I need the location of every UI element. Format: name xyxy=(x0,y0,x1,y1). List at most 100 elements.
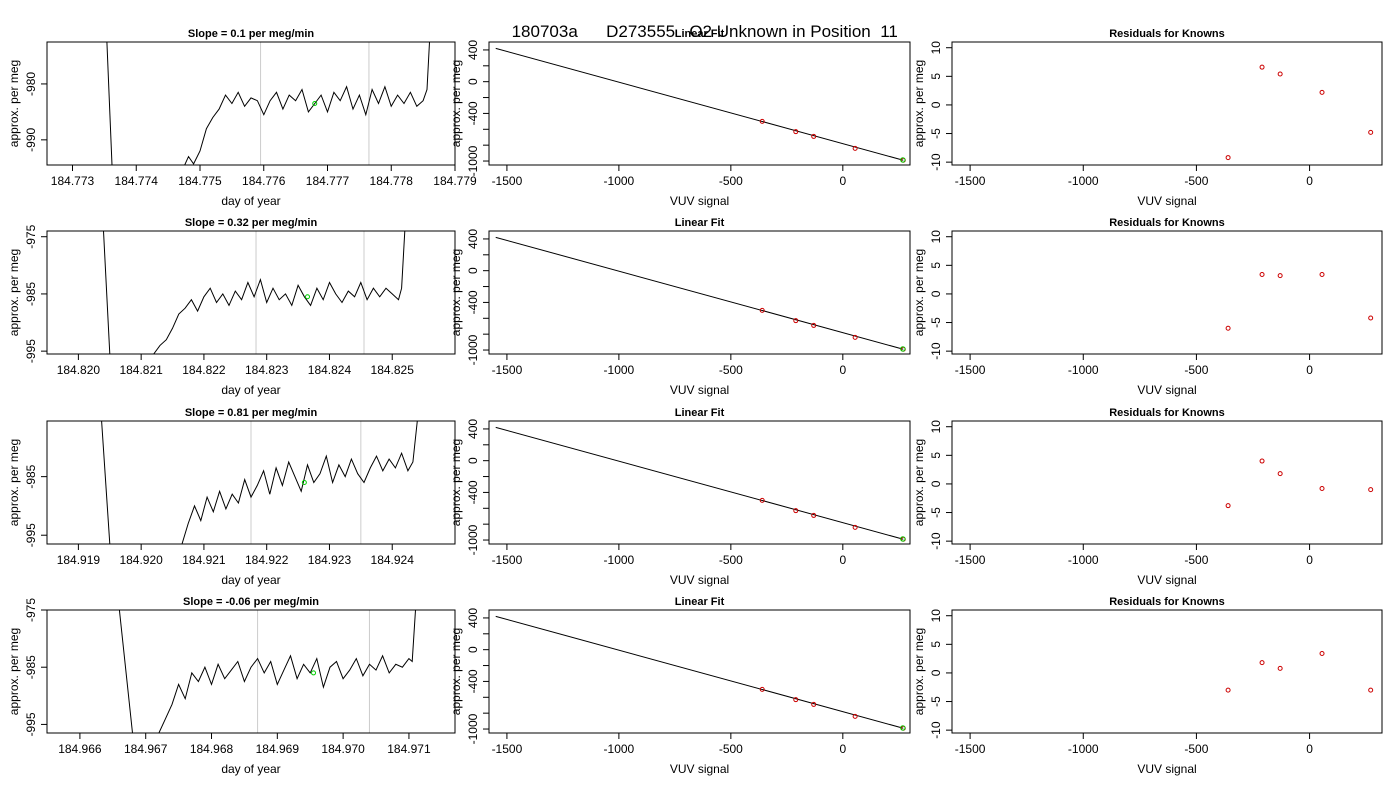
timeseries-r2-xlabel: day of year xyxy=(221,383,280,397)
residuals-r1-frame xyxy=(951,41,1383,166)
timeseries-r4-title: Slope = -0.06 per meg/min xyxy=(183,596,319,608)
residuals-r1-ytick-label: 0 xyxy=(929,101,943,108)
residuals-r4-ytick-label: 10 xyxy=(929,609,943,623)
residuals-r2-residual-point xyxy=(1368,315,1374,321)
residuals-r4-xtick-label: -500 xyxy=(1184,742,1208,756)
residuals-r1-residual-point xyxy=(1225,155,1231,161)
linearfit-r3-frame xyxy=(488,420,911,545)
residuals-r1-residual-point xyxy=(1368,129,1374,135)
residuals-r1-xlabel: VUV signal xyxy=(1137,194,1196,208)
linearfit-r3-known-point xyxy=(852,524,858,530)
linearfit-r3-xtick-label: -500 xyxy=(719,553,743,567)
linearfit-r2-known-point xyxy=(811,322,817,328)
timeseries-r4-xtick-label: 184.966 xyxy=(58,742,102,756)
title-id: D273555 xyxy=(606,22,676,41)
residuals-r4-ytick-label: 5 xyxy=(929,641,943,648)
residuals-r2-title: Residuals for Knowns xyxy=(1109,217,1225,229)
linearfit-r3-ytick-label: 0 xyxy=(466,457,480,464)
residuals-r3-residual-point xyxy=(1225,503,1231,509)
residuals-r3-frame xyxy=(951,420,1383,545)
residuals-r3-ytick-label: 5 xyxy=(929,452,943,459)
timeseries-r1-title: Slope = 0.1 per meg/min xyxy=(188,28,315,40)
timeseries-r1-ytick-label: -980 xyxy=(24,72,38,96)
linearfit-r4-known-point xyxy=(852,713,858,719)
figure-title: 180703a D273555 O2 Unknown in Position 1… xyxy=(0,2,1400,42)
timeseries-r2-frame xyxy=(46,230,456,355)
residuals-r2-ytick-label: -5 xyxy=(929,317,943,328)
residuals-r3-ytick-label: 10 xyxy=(929,420,943,434)
timeseries-r3-xtick-label: 184.920 xyxy=(119,553,163,567)
linearfit-r1-known-point xyxy=(811,133,817,139)
linearfit-r4-ytick-label: -1000 xyxy=(466,713,480,744)
timeseries-r1-xtick-label: 184.778 xyxy=(370,174,414,188)
residuals-r2-xtick-label: -1000 xyxy=(1068,363,1099,377)
timeseries-r3-xtick-label: 184.923 xyxy=(308,553,352,567)
linearfit-r2-fit-line xyxy=(495,236,904,350)
residuals-r1-ytick-label: 5 xyxy=(929,73,943,80)
residuals-r4-frame xyxy=(951,609,1383,734)
residuals-r3-residual-point xyxy=(1259,458,1265,464)
linearfit-r4-xtick-label: -1000 xyxy=(604,742,635,756)
linearfit-r1-ylabel: approx. per meg xyxy=(449,60,463,147)
residuals-r1-ytick-label: -10 xyxy=(929,153,943,171)
linearfit-r1-ytick-label: 0 xyxy=(466,78,480,85)
residuals-r3-ytick-label: 0 xyxy=(929,480,943,487)
linearfit-r2-ytick-label: -400 xyxy=(466,290,480,314)
linearfit-r1-unknown-point xyxy=(900,157,906,163)
timeseries-r3-xtick-label: 184.919 xyxy=(57,553,101,567)
timeseries-r3-ylabel: approx. per meg xyxy=(7,439,21,526)
residuals-r2-xtick-label: -1500 xyxy=(955,363,986,377)
residuals-r2-frame xyxy=(951,230,1383,355)
residuals-r4-residual-point xyxy=(1319,650,1325,656)
linearfit-r3-xtick-label: 0 xyxy=(839,553,846,567)
timeseries-r2-series-line xyxy=(103,231,406,354)
residuals-r3-residual-point xyxy=(1277,471,1283,477)
linearfit-r2-xtick-label: -1500 xyxy=(492,363,523,377)
timeseries-r4-xtick-label: 184.969 xyxy=(256,742,300,756)
timeseries-r2-title: Slope = 0.32 per meg/min xyxy=(185,217,318,229)
residuals-r2-ytick-label: 5 xyxy=(929,262,943,269)
timeseries-r4-ylabel: approx. per meg xyxy=(7,628,21,715)
timeseries-r2-xtick-label: 184.823 xyxy=(245,363,289,377)
linearfit-r4-xtick-label: 0 xyxy=(839,742,846,756)
timeseries-r3-xtick-label: 184.924 xyxy=(371,553,415,567)
timeseries-r4-series-line xyxy=(118,610,416,733)
timeseries-r2-xtick-label: 184.822 xyxy=(182,363,226,377)
linearfit-r1-title: Linear Fit xyxy=(675,28,725,40)
timeseries-r2-xtick-label: 184.820 xyxy=(57,363,101,377)
timeseries-r4-frame xyxy=(46,609,456,734)
timeseries-r4-xtick-label: 184.970 xyxy=(321,742,365,756)
timeseries-r3-xtick-label: 184.921 xyxy=(182,553,226,567)
residuals-r2-xtick-label: -500 xyxy=(1184,363,1208,377)
residuals-r3-xtick-label: 0 xyxy=(1306,553,1313,567)
residuals-r2-residual-point xyxy=(1277,273,1283,279)
timeseries-r1-xtick-label: 184.779 xyxy=(433,174,477,188)
linearfit-r3-ytick-label: -1000 xyxy=(466,524,480,555)
linearfit-r4-known-point xyxy=(793,697,799,703)
residuals-r4-xlabel: VUV signal xyxy=(1137,762,1196,776)
residuals-r3-xtick-label: -1000 xyxy=(1068,553,1099,567)
timeseries-r3-series-line xyxy=(101,421,418,544)
residuals-r1-residual-point xyxy=(1277,71,1283,77)
linearfit-r3-ytick-label: 400 xyxy=(466,419,480,439)
linearfit-r3-fit-line xyxy=(495,426,904,540)
linearfit-r3-xtick-label: -1500 xyxy=(492,553,523,567)
timeseries-r3-frame xyxy=(46,420,456,545)
linearfit-r3-known-point xyxy=(811,512,817,518)
timeseries-r4-xtick-label: 184.967 xyxy=(124,742,168,756)
linearfit-r1-xtick-label: -1000 xyxy=(604,174,635,188)
linearfit-r1-frame xyxy=(488,41,911,166)
linearfit-r3-title: Linear Fit xyxy=(675,407,725,419)
linearfit-r2-xtick-label: 0 xyxy=(839,363,846,377)
linearfit-r4-xtick-label: -500 xyxy=(719,742,743,756)
residuals-r1-xtick-label: -1500 xyxy=(955,174,986,188)
residuals-r2-residual-point xyxy=(1259,271,1265,277)
linearfit-r1-ytick-label: -1000 xyxy=(466,145,480,176)
residuals-r1-ytick-label: 10 xyxy=(929,41,943,55)
linearfit-r1-ytick-label: -400 xyxy=(466,101,480,125)
linearfit-r1-xlabel: VUV signal xyxy=(670,194,729,208)
linearfit-r4-ytick-label: -400 xyxy=(466,669,480,693)
residuals-r1-ytick-label: -5 xyxy=(929,128,943,139)
linearfit-r3-xlabel: VUV signal xyxy=(670,573,729,587)
linearfit-r2-xtick-label: -1000 xyxy=(604,363,635,377)
